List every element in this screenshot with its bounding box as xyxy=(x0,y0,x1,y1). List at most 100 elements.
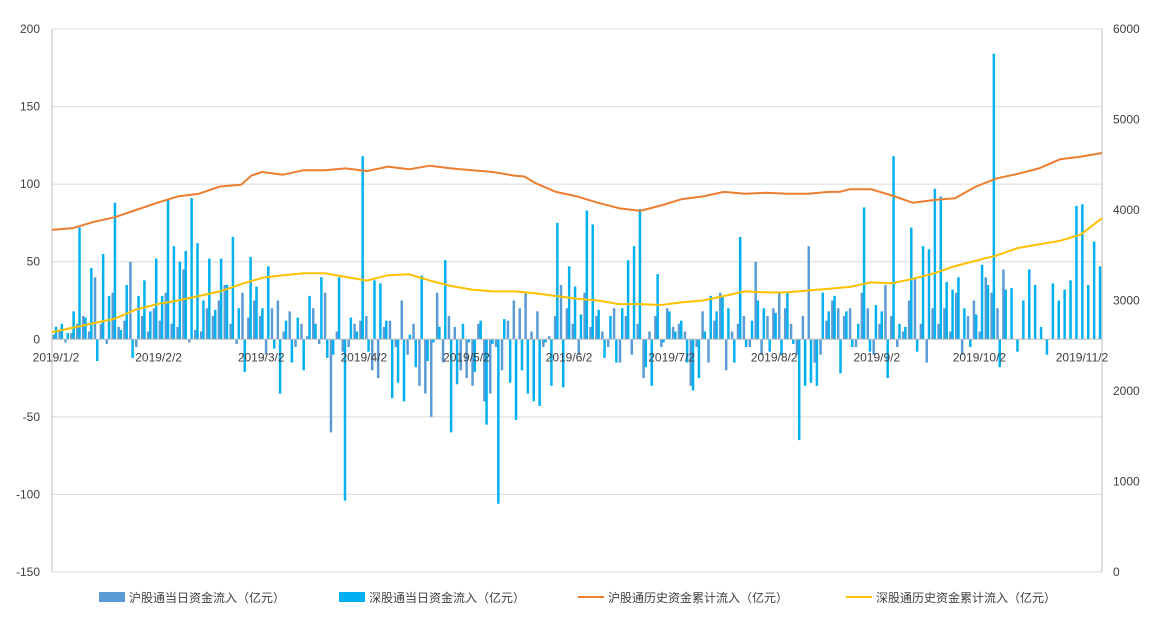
sh-daily-bar xyxy=(972,300,976,340)
sz-daily-bar xyxy=(219,258,223,340)
sh-daily-bar xyxy=(571,323,575,340)
sh-daily-bar xyxy=(194,329,197,340)
sh-daily-bar xyxy=(772,308,775,340)
sz-daily-bar xyxy=(137,295,140,340)
sh-daily-bar xyxy=(896,339,899,348)
sh-daily-bar xyxy=(117,326,120,340)
sh-daily-bar xyxy=(81,316,85,340)
sh-daily-bar xyxy=(288,311,291,340)
sh-daily-bar xyxy=(577,339,580,355)
sh-daily-bar xyxy=(884,284,887,340)
sz-daily-bar xyxy=(998,339,1001,368)
sz-daily-bar xyxy=(803,339,807,386)
sh-daily-bar xyxy=(837,308,840,340)
sh-daily-bar xyxy=(547,336,551,340)
y-left-tick-label: 50 xyxy=(27,255,41,269)
sh-daily-bar xyxy=(842,316,846,340)
sz-daily-bar xyxy=(792,339,795,344)
sz-daily-bar xyxy=(591,224,594,340)
sh-daily-bar xyxy=(353,323,356,340)
sh-daily-bar xyxy=(618,339,622,363)
sz-daily-bar xyxy=(750,320,754,340)
sh-daily-bar xyxy=(1002,269,1005,340)
sh-daily-bar xyxy=(648,331,651,340)
sz-daily-bar xyxy=(656,274,659,340)
sh-daily-bar xyxy=(199,331,203,340)
sz-daily-bar xyxy=(302,339,305,371)
sz-daily-bar xyxy=(1004,289,1007,340)
sh-daily-bar xyxy=(394,339,398,348)
sh-daily-bar xyxy=(530,331,533,340)
sz-daily-bar xyxy=(650,339,653,386)
sz-daily-bar xyxy=(166,199,170,340)
sz-daily-bar xyxy=(461,323,465,340)
sz-daily-bar xyxy=(933,188,937,340)
sz-daily-bar xyxy=(261,308,264,340)
left-axis-ticks: -150 -100 -50 0 50 100 150 200 xyxy=(16,22,40,579)
sz-daily-bar xyxy=(1081,204,1084,340)
sz-daily-bar xyxy=(573,286,577,340)
sh-daily-bar xyxy=(477,323,480,340)
sz-daily-bars xyxy=(54,53,1102,504)
sh-daily-bar xyxy=(801,316,805,340)
sh-daily-bar xyxy=(164,292,168,340)
sh-daily-bar xyxy=(412,323,415,340)
sz-daily-bar xyxy=(892,156,895,340)
sz-daily-bar xyxy=(674,331,677,340)
sh-daily-bar xyxy=(388,320,392,340)
sh-daily-bar xyxy=(111,292,114,340)
sz-daily-bar xyxy=(550,339,553,386)
sh-daily-bar xyxy=(778,292,781,340)
sh-daily-bar xyxy=(176,326,179,340)
sh-daily-bar xyxy=(636,323,639,340)
sz-daily-bar xyxy=(597,309,600,340)
sz-daily-bar xyxy=(738,236,742,340)
sz-daily-bar xyxy=(408,334,412,340)
sz-daily-bar xyxy=(467,339,471,343)
sz-daily-bar xyxy=(615,339,618,363)
sh-daily-bar xyxy=(494,339,498,348)
sh-daily-bar xyxy=(335,331,339,340)
sh-daily-bar xyxy=(483,339,486,402)
sh-daily-bar xyxy=(872,339,875,355)
sh-daily-bar xyxy=(848,308,852,340)
sz-daily-bar xyxy=(473,339,476,372)
x-tick-label: 2019/3/2 xyxy=(238,350,285,364)
sh-daily-bar xyxy=(878,323,881,340)
sh-daily-bar xyxy=(441,339,445,363)
sh-daily-bar xyxy=(677,323,681,340)
sh-daily-bar xyxy=(754,261,757,340)
sz-daily-bar xyxy=(809,339,813,383)
sh-daily-bar xyxy=(955,292,958,340)
sh-daily-bar xyxy=(211,316,215,340)
sh-daily-bar xyxy=(471,339,474,386)
sz-daily-bar xyxy=(213,309,217,340)
sz-daily-bar xyxy=(438,326,441,340)
sh-daily-bar xyxy=(860,292,864,340)
sz-daily-bar xyxy=(1016,339,1019,352)
sz-daily-bar xyxy=(337,277,341,340)
sh-daily-bar xyxy=(890,316,893,340)
x-tick-label: 2019/10/2 xyxy=(953,350,1007,364)
sz-daily-bar xyxy=(343,339,347,501)
sh-daily-bar xyxy=(565,308,569,340)
sh-daily-bar xyxy=(258,316,262,340)
axes xyxy=(51,29,1103,572)
y-left-tick-label: 200 xyxy=(20,22,40,36)
y-right-tick-label: 2000 xyxy=(1113,384,1140,398)
sz-daily-bar xyxy=(308,295,311,340)
sz-daily-bar xyxy=(839,339,842,374)
sz-daily-bar xyxy=(632,246,636,340)
sh-daily-bar xyxy=(813,339,816,363)
y-left-tick-label: -50 xyxy=(23,410,41,424)
sz-daily-bar xyxy=(432,339,435,343)
x-tick-label: 2019/11/2 xyxy=(1056,350,1109,364)
sh-daily-bars xyxy=(52,246,1005,433)
sz-daily-bar xyxy=(237,308,241,340)
sz-daily-bar xyxy=(691,339,695,391)
sh-daily-bar xyxy=(984,277,987,340)
sz-daily-bar xyxy=(172,246,176,340)
sh-daily-bar xyxy=(359,320,362,340)
sz-daily-bar xyxy=(249,257,252,340)
sz-daily-bar xyxy=(868,339,872,352)
